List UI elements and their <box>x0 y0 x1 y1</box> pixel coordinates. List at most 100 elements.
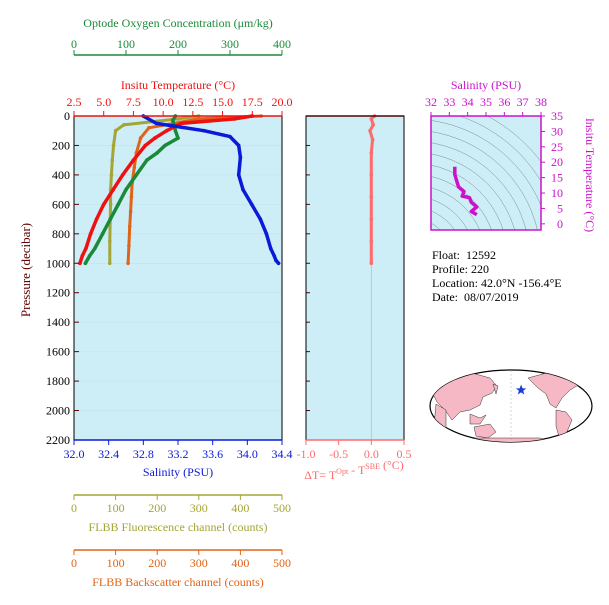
salinity-data-point <box>264 232 269 236</box>
oxygen-data-point <box>87 254 92 258</box>
fluorescence-tick-label: 0 <box>71 501 77 515</box>
salinity-data-point <box>228 134 232 139</box>
temperature-tick-label: 17.5 <box>242 95 263 109</box>
fluorescence-data-point <box>110 158 115 162</box>
delta-t-axis-label: ΔT= TOpt - TSBE (°C) <box>304 458 404 482</box>
backscatter-tick-label: 0 <box>71 556 77 570</box>
salinity-data-point <box>238 155 243 160</box>
oxygen-tick-label: 400 <box>273 37 291 51</box>
delta-t-label-part: ΔT= T <box>304 468 337 482</box>
oxygen-axis-label: Optode Oxygen Concentration (μm/kg) <box>83 16 272 30</box>
africa-landmass <box>433 403 447 439</box>
fluorescence-tick-label: 400 <box>231 501 249 515</box>
pressure-axis-label: Pressure (decibar) <box>18 223 33 317</box>
delta-t-tick-label: -0.5 <box>329 447 348 461</box>
salinity-data-point <box>236 143 241 148</box>
delta-t-data-point <box>369 173 374 177</box>
ts-salinity-tick-label: 33 <box>443 95 455 109</box>
float-row: Float: 12592 <box>432 248 602 262</box>
temperature-data-point <box>78 261 82 266</box>
salinity-axis-label: Salinity (PSU) <box>143 465 213 479</box>
ts-salinity-tick-label: 38 <box>535 95 547 109</box>
australia-landmass <box>473 423 497 439</box>
oxygen-data-point <box>100 232 105 236</box>
salinity-data-point <box>236 173 241 177</box>
temperature-tick-label: 15.0 <box>212 95 233 109</box>
fluorescence-tick-label: 500 <box>273 501 291 515</box>
delta-t-data-point <box>369 117 374 121</box>
ts-temperature-tick-label: 25 <box>551 140 563 154</box>
temperature-data-point <box>88 232 93 236</box>
temperature-data-point <box>84 246 88 251</box>
fluorescence-data-point <box>107 239 112 243</box>
oxygen-tick-label: 0 <box>71 37 77 51</box>
oxygen-data-point <box>124 187 128 192</box>
oxygen-data-point <box>176 136 180 140</box>
salinity-data-point <box>249 202 254 207</box>
temperature-data-point <box>131 158 136 162</box>
salinity-tick-label: 34.0 <box>237 447 258 461</box>
backscatter-data-point <box>126 261 130 266</box>
fluorescence-axis-label: FLBB Fluorescence channel (counts) <box>89 520 268 534</box>
temperature-data-point <box>101 202 106 207</box>
delta-t-tick-label: 0.0 <box>364 447 379 461</box>
ts-temperature-axis-label: Insitu Temperature (°C) <box>583 118 597 232</box>
float-location-marker <box>515 384 527 395</box>
oxygen-data-point <box>163 143 167 148</box>
backscatter-tick-label: 200 <box>148 556 166 570</box>
oxygen-tick-label: 100 <box>117 37 135 51</box>
delta-t-tick-label: 0.5 <box>397 447 412 461</box>
ts-salinity-axis-label: Salinity (PSU) <box>451 78 521 92</box>
backscatter-data-point <box>132 165 137 170</box>
float-label: Float: <box>432 248 461 262</box>
pressure-tick-label: 1000 <box>46 256 70 270</box>
salinity-data-point <box>241 187 245 192</box>
backscatter-axis-label: FLBB Backscatter channel (counts) <box>92 575 264 589</box>
salinity-tick-label: 33.6 <box>202 447 223 461</box>
oxygen-tick-label: 300 <box>221 37 239 51</box>
backscatter-data-point <box>129 195 134 199</box>
delta-t-tick-label: -1.0 <box>297 447 316 461</box>
backscatter-data-point <box>127 243 131 248</box>
pressure-tick-label: 600 <box>52 197 70 211</box>
oxygen-data-point <box>173 128 178 133</box>
location-row: Location: 42.0°N -156.4°E <box>432 276 602 290</box>
pressure-tick-label: 800 <box>52 227 70 241</box>
oxygen-data-point <box>116 202 120 207</box>
pressure-tick-label: 400 <box>52 168 70 182</box>
backscatter-tick-label: 300 <box>190 556 208 570</box>
ts-temperature-tick-label: 0 <box>557 217 563 231</box>
backscatter-tick-label: 400 <box>231 556 249 570</box>
temperature-tick-label: 20.0 <box>272 95 293 109</box>
fluorescence-data-point <box>176 117 180 121</box>
temperature-data-point <box>179 121 183 126</box>
delta-t-data-point <box>371 123 376 127</box>
delta-t-label-superscript: Opt <box>336 467 349 476</box>
salinity-tick-label: 32.0 <box>64 447 85 461</box>
salinity-data-point <box>268 246 273 251</box>
pressure-tick-label: 0 <box>64 109 70 123</box>
date-value: 08/07/2019 <box>464 290 519 304</box>
backscatter-series-line <box>126 114 263 265</box>
fluorescence-data-point <box>122 123 126 127</box>
fluorescence-tick-label: 300 <box>190 501 208 515</box>
ts-temperature-tick-label: 20 <box>551 155 563 169</box>
temperature-data-point <box>164 128 169 133</box>
pressure-tick-label: 2000 <box>46 404 70 418</box>
temperature-data-point <box>111 187 116 192</box>
float-info-block: Float: 12592 Profile: 220 Location: 42.0… <box>432 248 602 304</box>
fluorescence-data-point <box>109 173 114 177</box>
delta-t-data-point <box>368 128 372 133</box>
ts-temperature-tick-label: 5 <box>557 201 563 215</box>
salinity-tick-label: 33.2 <box>168 447 189 461</box>
oxygen-data-point <box>83 261 88 266</box>
fluorescence-tick-label: 100 <box>107 501 125 515</box>
delta-t-data-point <box>369 195 374 199</box>
oxygen-data-point <box>145 158 149 162</box>
ts-salinity-tick-label: 34 <box>462 95 474 109</box>
pressure-tick-label: 1800 <box>46 374 70 388</box>
ts-salinity-tick-label: 32 <box>425 95 437 109</box>
ts-series-line <box>453 166 479 217</box>
ts-salinity-tick-label: 35 <box>480 95 492 109</box>
